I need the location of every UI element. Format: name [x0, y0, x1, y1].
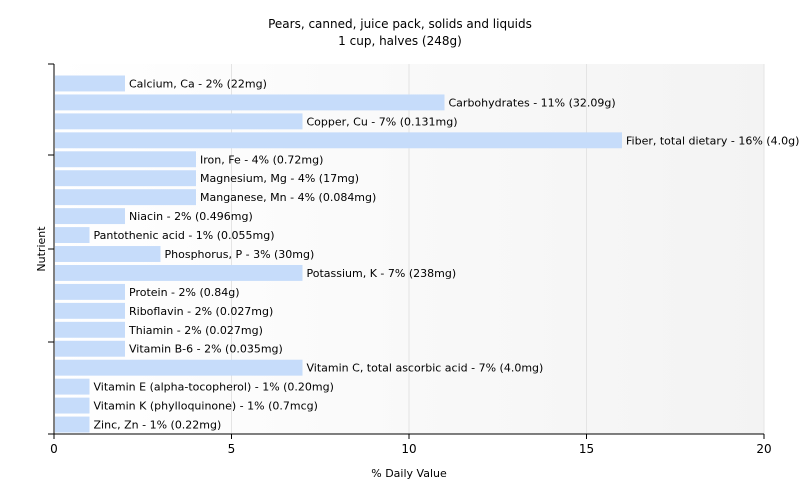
x-tick-label: 20 [756, 442, 771, 456]
y-axis-label: Nutrient [35, 226, 48, 272]
bar-data-label: Vitamin C, total ascorbic acid - 7% (4.0… [307, 362, 544, 375]
bar [55, 246, 161, 262]
bar [55, 208, 125, 225]
bars [55, 75, 622, 433]
bar-data-label: Manganese, Mn - 4% (0.084mg) [200, 191, 376, 204]
x-axis-label: % Daily Value [371, 467, 447, 480]
bar-data-label: Copper, Cu - 7% (0.131mg) [307, 115, 458, 128]
bar [55, 321, 125, 338]
bar [55, 302, 125, 319]
chart-subtitle: 1 cup, halves (248g) [338, 34, 462, 48]
bar-data-label: Potassium, K - 7% (238mg) [307, 267, 457, 280]
bar-data-label: Iron, Fe - 4% (0.72mg) [200, 153, 323, 166]
bar [55, 189, 196, 206]
bar [55, 94, 445, 111]
bar [55, 151, 196, 168]
bar-data-label: Thiamin - 2% (0.027mg) [128, 324, 263, 337]
bar [55, 132, 622, 149]
x-tick-label: 5 [228, 442, 236, 456]
bar-data-label: Zinc, Zn - 1% (0.22mg) [94, 419, 222, 432]
x-tick-label: 10 [401, 442, 416, 456]
bar [55, 283, 125, 300]
bar-data-label: Vitamin K (phylloquinone) - 1% (0.7mcg) [94, 400, 318, 413]
bar-data-label: Magnesium, Mg - 4% (17mg) [200, 172, 359, 185]
bar-data-label: Carbohydrates - 11% (32.09g) [449, 96, 616, 109]
bar-data-label: Pantothenic acid - 1% (0.055mg) [94, 229, 275, 242]
x-tick-label: 15 [579, 442, 594, 456]
x-tick-label: 0 [50, 442, 58, 456]
bar-data-label: Vitamin E (alpha-tocopherol) - 1% (0.20m… [94, 381, 334, 394]
bar-data-label: Vitamin B-6 - 2% (0.035mg) [129, 343, 283, 356]
bar-data-label: Fiber, total dietary - 16% (4.0g) [626, 134, 799, 147]
x-tick-labels: 0 5 10 15 20 [50, 434, 772, 456]
bar [55, 75, 125, 92]
bar [55, 113, 303, 130]
bar [55, 359, 303, 376]
bar [55, 416, 90, 433]
bar [55, 170, 196, 187]
bar-data-label: Phosphorus, P - 3% (30mg) [165, 248, 315, 261]
bar [55, 227, 90, 244]
bar-data-label: Protein - 2% (0.84g) [129, 286, 240, 299]
bar-data-label: Calcium, Ca - 2% (22mg) [129, 77, 267, 90]
bar [55, 378, 90, 395]
chart-title: Pears, canned, juice pack, solids and li… [268, 17, 532, 31]
bar-data-label: Niacin - 2% (0.496mg) [129, 210, 253, 223]
bar [55, 264, 303, 281]
bar [55, 397, 90, 414]
bar [55, 340, 125, 357]
bar-labels: Calcium, Ca - 2% (22mg) Carbohydrates - 1… [94, 77, 800, 431]
bar-data-label: Riboflavin - 2% (0.027mg) [129, 305, 273, 318]
